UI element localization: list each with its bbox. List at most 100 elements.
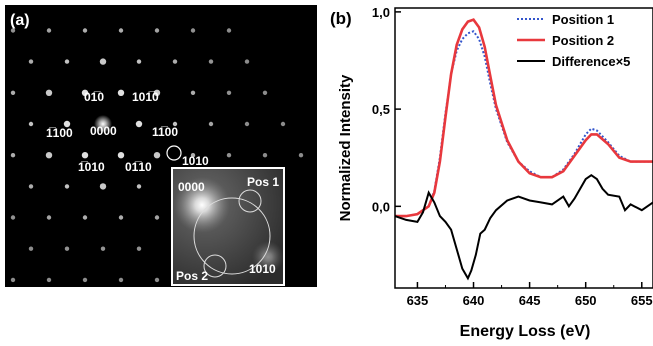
- diffraction-spot: [118, 215, 124, 220]
- diffraction-spot: [46, 28, 52, 33]
- diffraction-spot: [136, 184, 142, 189]
- inset-zoom: 0000 Pos 1 Pos 2 1010: [171, 167, 285, 286]
- diffraction-spot: [99, 58, 107, 65]
- diffraction-spot: [28, 59, 34, 64]
- diffraction-spot: [208, 59, 214, 64]
- central-beam-spot: [94, 115, 112, 133]
- diffraction-spot: [99, 183, 107, 190]
- diffraction-spot: [136, 59, 142, 64]
- diffraction-spot: [82, 215, 88, 220]
- diffraction-spot: [28, 121, 34, 127]
- diffraction-spot: [28, 246, 34, 251]
- panel-a-label: (a): [10, 12, 30, 29]
- diffraction-spot: [10, 90, 16, 96]
- y-tick-label: 0,0: [372, 199, 390, 214]
- diffraction-spot: [153, 89, 161, 97]
- panel-b-label: (b): [330, 9, 352, 28]
- diffraction-spot: [154, 215, 160, 220]
- spot-label-1-100: 1̅100: [46, 126, 73, 140]
- diffraction-spot: [190, 90, 196, 96]
- diffraction-spot: [208, 121, 214, 127]
- legend-label-difference: Difference×5: [552, 54, 630, 69]
- diffraction-spot: [64, 246, 70, 251]
- legend: Position 1 Position 2 Difference×5: [517, 12, 630, 69]
- inset-pos2-label: Pos 2: [176, 269, 208, 283]
- diffraction-spot: [28, 184, 34, 189]
- diffraction-spot: [10, 153, 16, 158]
- diffraction-spot: [298, 153, 304, 158]
- x-tick-label: 645: [519, 293, 541, 308]
- diffraction-spot: [262, 90, 268, 96]
- diffraction-spot: [63, 120, 71, 128]
- inset-central-spot: [174, 177, 230, 233]
- diffraction-spot: [153, 152, 161, 159]
- diffraction-spot: [64, 59, 70, 64]
- inset-corner-label: 1010: [249, 262, 276, 276]
- diffraction-spot: [64, 184, 70, 189]
- diffraction-spot: [45, 89, 53, 97]
- x-tick-label: 635: [407, 293, 429, 308]
- y-tick-label: 0,5: [372, 102, 390, 117]
- series-line-position-1: [395, 30, 653, 218]
- diffraction-spot: [244, 59, 250, 64]
- diffraction-spot: [154, 28, 160, 33]
- panel-b: (b) 635 640 645 650 655 0,0 0,5 1,0 Normalized …: [330, 5, 653, 340]
- diffraction-spot: [118, 277, 124, 283]
- diffraction-spot: [117, 89, 125, 97]
- diffraction-spot: [46, 277, 52, 283]
- spot-label-11-00: 11̅00: [152, 125, 178, 139]
- panel-a: (a) 01̅0 101̅0 0000 1̅100 11̅00 1̅010 01…: [5, 5, 317, 287]
- diffraction-spots: [10, 28, 304, 283]
- diffraction-spot: [10, 277, 16, 283]
- diffraction-spot: [135, 120, 143, 128]
- x-tick-label: 640: [463, 293, 485, 308]
- axis-ticks: 635 640 645 650 655 0,0 0,5 1,0: [372, 5, 653, 308]
- spot-label-10-10: 101̅0: [132, 90, 159, 104]
- diffraction-spot: [226, 153, 232, 158]
- diffraction-spot: [172, 59, 178, 64]
- diffraction-spot: [82, 277, 88, 283]
- diffraction-spot: [117, 152, 125, 159]
- inset-center-label: 0000: [178, 180, 205, 194]
- diffraction-spot: [118, 28, 124, 33]
- spot-label-01-10b: 01̅10: [125, 160, 152, 174]
- diffraction-spot: [100, 246, 106, 251]
- x-tick-label: 655: [631, 293, 653, 308]
- diffraction-spot: [10, 215, 16, 220]
- diffraction-spot: [190, 153, 196, 158]
- diffraction-spot: [244, 121, 250, 127]
- diffraction-spot: [45, 152, 53, 159]
- diffraction-spot: [226, 28, 232, 33]
- spot-label-1-010: 1̅010: [78, 160, 105, 174]
- series-line-position-2: [395, 18, 653, 218]
- diffraction-spot: [154, 277, 160, 283]
- spot-label-1010: 1010: [182, 154, 209, 168]
- y-axis-label: Normalized Intensity: [337, 74, 354, 221]
- diffraction-spot: [226, 90, 232, 96]
- series-line-difference: [395, 173, 653, 281]
- diffraction-spot: [136, 246, 142, 251]
- spot-label-0000: 0000: [90, 124, 117, 138]
- inset-1010-spot: [252, 241, 284, 273]
- inset-pos1-label: Pos 1: [247, 175, 279, 189]
- x-tick-label: 650: [575, 293, 597, 308]
- x-axis-label: Energy Loss (eV): [460, 323, 591, 340]
- diffraction-spot: [172, 121, 178, 127]
- diffraction-spot: [10, 28, 16, 33]
- legend-label-position-2: Position 2: [552, 33, 614, 48]
- diffraction-spot: [190, 28, 196, 33]
- spot-label-01-10: 01̅0: [84, 90, 104, 104]
- diffraction-spot: [82, 28, 88, 33]
- plot-lines: [395, 18, 653, 281]
- legend-label-position-1: Position 1: [552, 12, 614, 27]
- inset-pos2-aperture: [203, 254, 227, 278]
- diffraction-spot: [262, 153, 268, 158]
- plot-frame: [394, 7, 653, 289]
- y-tick-label: 1,0: [372, 5, 390, 20]
- selected-spot-marker: [166, 145, 182, 161]
- diffraction-spot: [81, 89, 89, 97]
- diffraction-spot: [46, 215, 52, 220]
- inset-pos1-aperture: [238, 189, 262, 213]
- diffraction-spot: [81, 152, 89, 159]
